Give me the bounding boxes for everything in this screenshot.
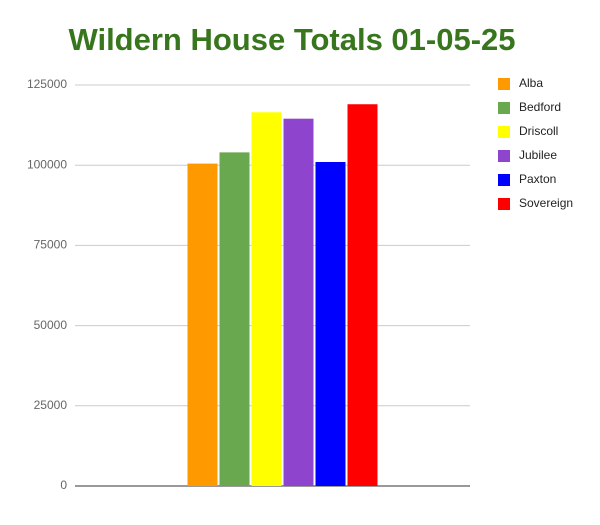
bar: [315, 161, 346, 486]
legend-swatch: [498, 198, 510, 210]
legend-swatch: [498, 78, 510, 90]
bar: [347, 104, 378, 487]
y-tick-label: 25000: [34, 398, 68, 412]
legend-label: Jubilee: [519, 148, 557, 162]
bar: [219, 152, 250, 487]
y-tick-label: 75000: [34, 238, 68, 252]
bar: [283, 118, 314, 487]
legend-label: Bedford: [519, 100, 561, 114]
y-tick-label: 125000: [27, 77, 67, 91]
bar: [187, 163, 218, 486]
legend-swatch: [498, 126, 510, 138]
legend-swatch: [498, 174, 510, 186]
legend-label: Paxton: [519, 172, 556, 186]
y-tick-label: 50000: [34, 318, 68, 332]
legend-label: Sovereign: [519, 196, 573, 210]
y-tick-label: 100000: [27, 157, 67, 171]
legend-label: Driscoll: [519, 124, 558, 138]
legend-swatch: [498, 102, 510, 114]
legend-label: Alba: [519, 76, 543, 90]
chart-title: Wildern House Totals 01-05-25: [68, 22, 515, 57]
bar: [251, 112, 282, 486]
legend-swatch: [498, 150, 510, 162]
y-tick-label: 0: [60, 478, 67, 492]
